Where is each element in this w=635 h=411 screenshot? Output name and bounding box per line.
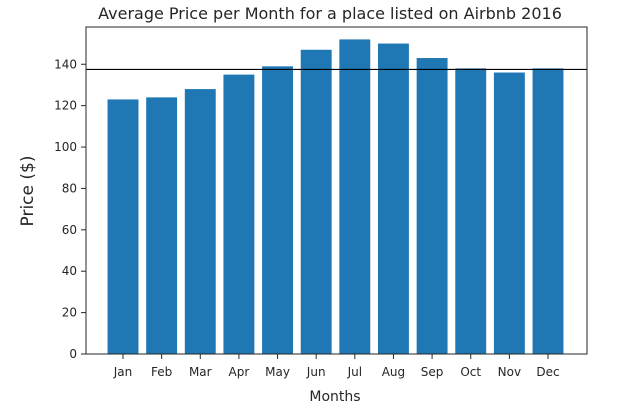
bar-may [262,66,293,354]
bars-layer [107,39,564,355]
x-tick-label-feb: Feb [151,365,172,379]
x-tick-label-nov: Nov [498,365,521,379]
bar-oct [455,68,487,354]
x-tick-label-may: May [265,365,290,379]
y-tick-label-60: 60 [62,223,77,237]
bar-mar [184,89,216,354]
bar-jun [300,49,332,355]
x-tick-label-jun: Jun [306,365,326,379]
plot-frame [85,26,588,355]
y-axis-ticks: 0 20 40 60 80 100 120 140 [54,57,86,361]
bar-feb [146,97,178,355]
bar-jan [107,99,139,354]
x-axis-ticks: Jan Feb Mar Apr May Jun Jul Aug Sep Oct Nov Dec [113,354,560,379]
x-tick-label-mar: Mar [189,365,212,379]
y-tick-label-140: 140 [54,57,77,71]
x-tick-label-apr: Apr [229,365,250,379]
x-tick-label-oct: Oct [460,365,481,379]
y-tick-label-0: 0 [69,347,77,361]
bar-aug [378,43,409,355]
bar-nov [493,72,525,354]
y-tick-label-100: 100 [54,140,77,154]
bar-dec [532,68,564,354]
x-axis-label: Months [309,389,360,405]
x-tick-label-jan: Jan [113,365,133,379]
x-tick-label-aug: Aug [382,365,405,379]
bar-jul [339,39,371,355]
x-tick-label-sep: Sep [421,365,444,379]
bar-sep [416,58,448,354]
y-axis-label: Price ($) [18,156,38,227]
x-tick-label-dec: Dec [536,365,559,379]
chart-title: Average Price per Month for a place list… [98,4,562,23]
y-tick-label-120: 120 [54,99,77,113]
y-tick-label-20: 20 [62,306,77,320]
y-tick-label-40: 40 [62,264,77,278]
y-tick-label-80: 80 [62,181,77,195]
x-tick-label-jul: Jul [347,365,362,379]
bar-apr [223,74,255,354]
